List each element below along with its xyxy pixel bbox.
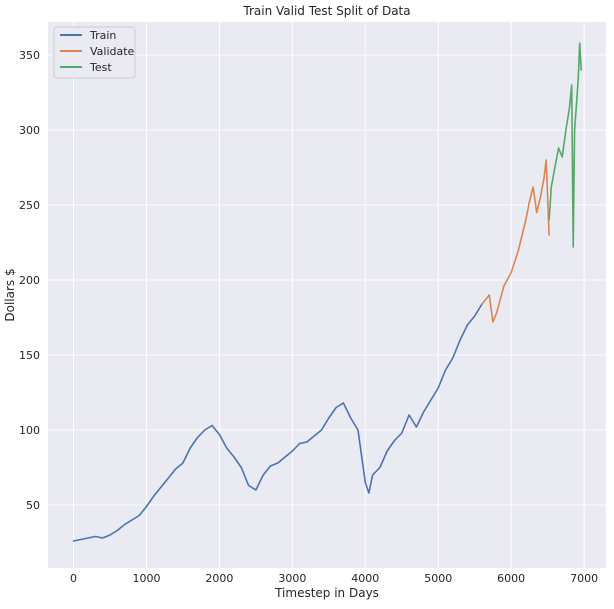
- legend-box: [53, 26, 136, 79]
- y-tick-label: 200: [19, 274, 40, 287]
- y-tick-label: 300: [19, 124, 40, 137]
- x-axis-label: Timestep in Days: [274, 586, 379, 600]
- series-line-test: [548, 42, 583, 248]
- y-tick-label: 350: [19, 49, 40, 62]
- chart-title: Train Valid Test Split of Data: [242, 4, 410, 18]
- x-tick-label: 1000: [132, 572, 160, 585]
- legend-label-train: Train: [89, 29, 116, 42]
- plot-background: [48, 22, 606, 568]
- x-tick-label: 7000: [570, 572, 598, 585]
- y-axis-label: Dollars $: [3, 268, 17, 321]
- x-tick-label: 4000: [351, 572, 379, 585]
- y-tick-label: 100: [19, 424, 40, 437]
- x-tick-label: 6000: [497, 572, 525, 585]
- y-tick-labels: 50 100 150 200 250 300 350: [19, 49, 40, 512]
- x-tick-label: 2000: [205, 572, 233, 585]
- legend-label-validate: Validate: [90, 45, 135, 58]
- x-tick-labels: 0 1000 2000 3000 4000 5000 6000 7000: [70, 572, 598, 585]
- x-tick-label: 5000: [424, 572, 452, 585]
- x-tick-label: 0: [70, 572, 77, 585]
- legend: Train Validate Test: [53, 26, 136, 79]
- y-tick-label: 150: [19, 349, 40, 362]
- series-line-validate: [481, 159, 550, 323]
- y-tick-label: 250: [19, 199, 40, 212]
- legend-label-test: Test: [89, 61, 112, 74]
- grid-lines: [48, 22, 606, 568]
- y-tick-label: 50: [26, 499, 40, 512]
- x-tick-label: 3000: [278, 572, 306, 585]
- series-layer: [72, 42, 583, 542]
- series-line-train: [72, 303, 483, 542]
